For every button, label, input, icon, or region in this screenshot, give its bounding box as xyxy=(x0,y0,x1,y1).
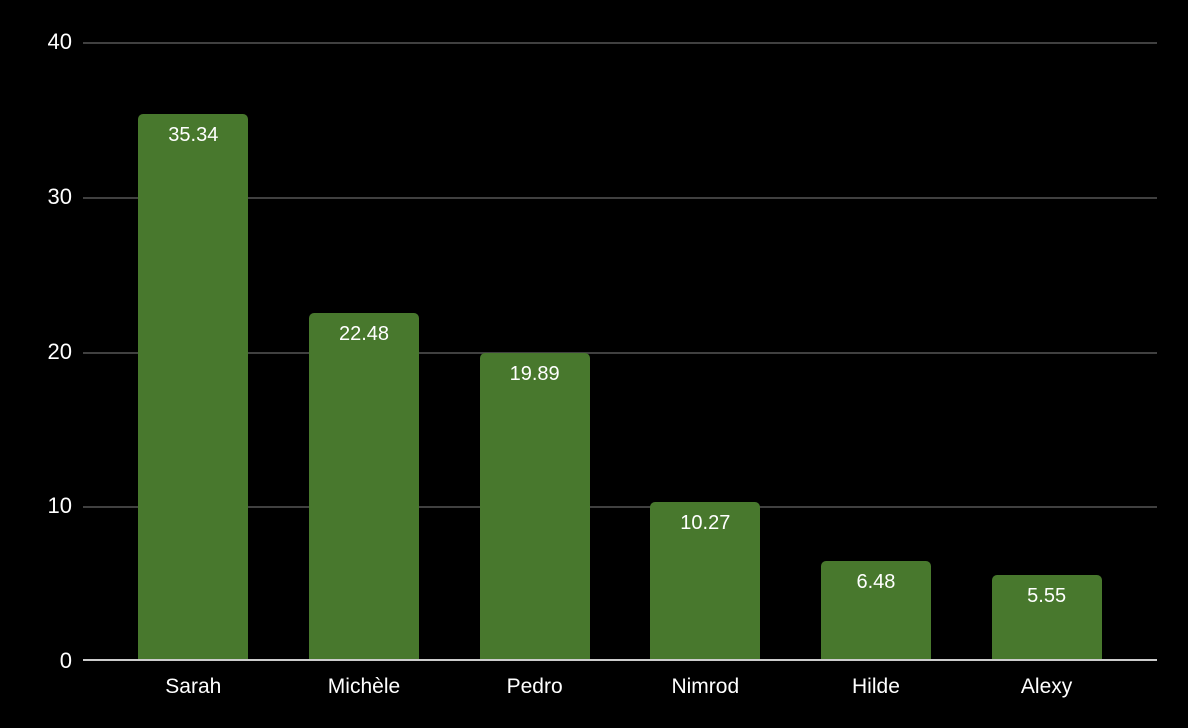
gridline xyxy=(83,351,1157,354)
bar-column: 6.48 xyxy=(820,42,931,661)
bar: 5.55 xyxy=(991,575,1102,661)
bar: 35.34 xyxy=(138,114,249,661)
bar-value-label: 5.55 xyxy=(1027,585,1067,608)
y-axis-tick-label: 0 xyxy=(59,648,72,673)
bar-value-label: 35.34 xyxy=(168,124,219,147)
x-axis-label: Pedro xyxy=(506,675,563,698)
bar: 6.48 xyxy=(820,560,931,661)
bar-value-label: 6.48 xyxy=(856,570,896,593)
bar-column: 5.55 xyxy=(991,42,1102,661)
bar: 10.27 xyxy=(650,502,761,661)
y-axis-tick-label: 30 xyxy=(47,183,72,209)
bar-column: 19.89 xyxy=(479,42,590,661)
x-axis-label: Michèle xyxy=(327,675,401,698)
x-axis-label: Nimrod xyxy=(671,675,740,698)
x-axis: Sarah Michèle Pedro Nimrod Hilde Alexy xyxy=(83,675,1157,699)
bar-value-label: 22.48 xyxy=(338,323,390,346)
x-axis-label: Hilde xyxy=(852,675,900,698)
gridline xyxy=(83,42,1157,44)
gridline xyxy=(83,506,1157,509)
bars-group: 35.34 22.48 19.89 10.27 6.48 xyxy=(83,42,1157,661)
bar-column: 35.34 xyxy=(138,42,249,661)
bar-value-label: 19.89 xyxy=(509,363,560,386)
y-axis-tick-label: 20 xyxy=(47,338,72,364)
bar: 19.89 xyxy=(479,353,590,661)
bar-column: 10.27 xyxy=(650,42,761,661)
y-axis-tick-label: 10 xyxy=(47,493,72,519)
x-axis-line xyxy=(83,659,1157,661)
plot-area: 35.34 22.48 19.89 10.27 6.48 xyxy=(83,42,1157,661)
y-axis: 40 30 20 10 0 xyxy=(0,31,72,672)
y-axis-tick-label: 40 xyxy=(47,29,72,54)
x-axis-label: Alexy xyxy=(1020,675,1073,698)
bar-value-label: 10.27 xyxy=(680,512,731,535)
bar-column: 22.48 xyxy=(308,42,419,661)
gridline xyxy=(83,196,1157,199)
bar: 22.48 xyxy=(308,313,419,661)
x-axis-label: Sarah xyxy=(165,675,222,698)
